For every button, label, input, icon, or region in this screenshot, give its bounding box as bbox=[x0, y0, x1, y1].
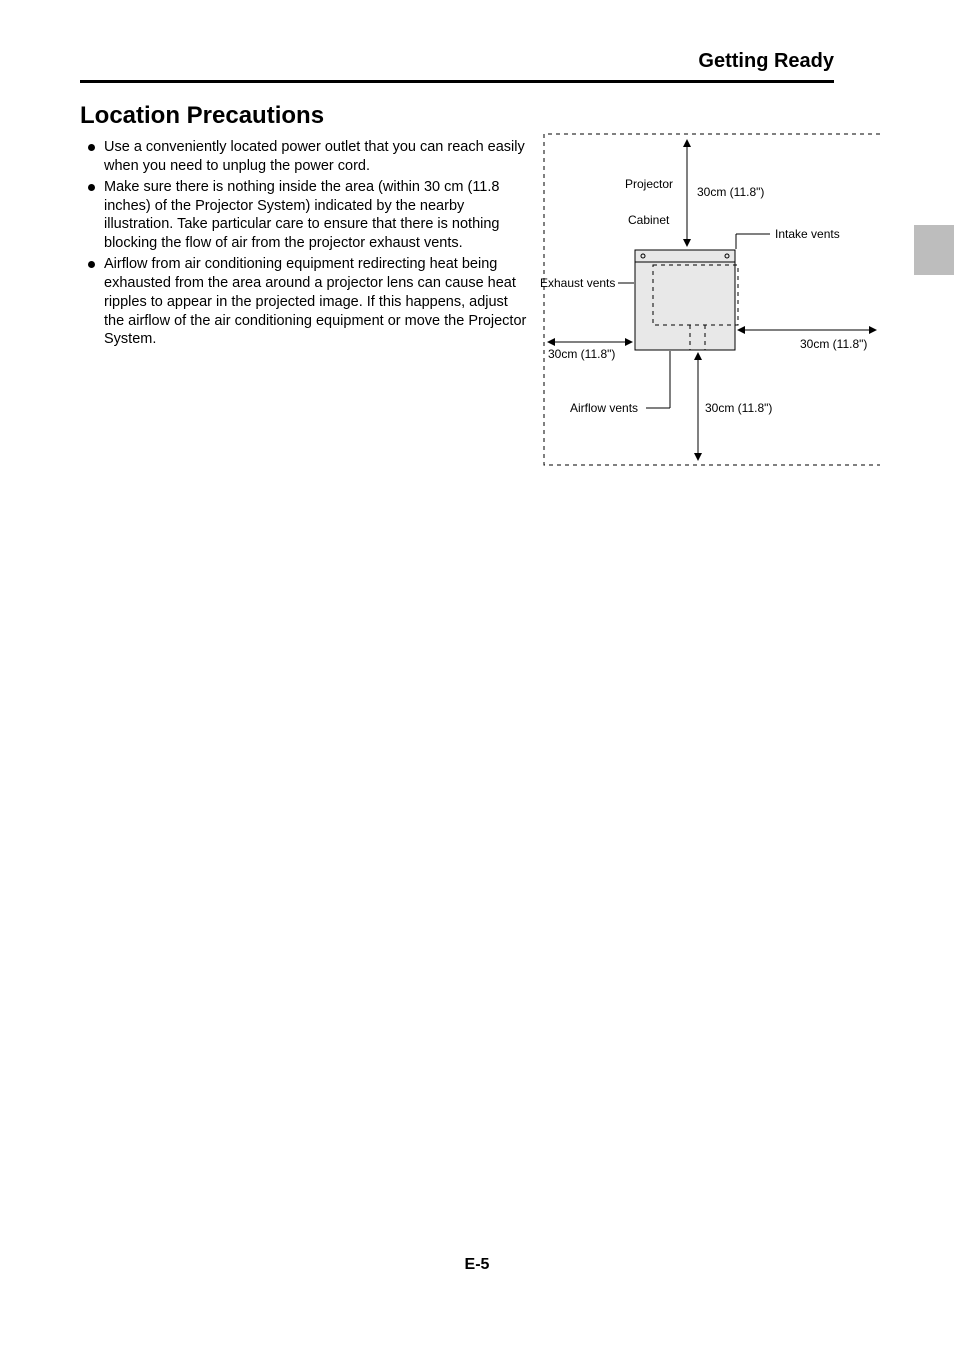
exhaust-vents-label: Exhaust vents bbox=[540, 276, 615, 290]
dist-top-label: 30cm (11.8") bbox=[697, 185, 764, 199]
intake-vents-label: Intake vents bbox=[775, 227, 840, 241]
header-title: Getting Ready bbox=[698, 50, 834, 73]
dist-bottom-label: 30cm (11.8") bbox=[705, 401, 772, 415]
bullet-list: Use a conveniently located power outlet … bbox=[88, 138, 528, 351]
list-item: Use a conveniently located power outlet … bbox=[88, 138, 528, 176]
clearance-diagram: Projector Cabinet 30cm (11.8") Intake ve… bbox=[540, 130, 880, 480]
cabinet-label: Cabinet bbox=[628, 213, 670, 227]
projector-label: Projector bbox=[625, 177, 673, 191]
thumb-tab bbox=[914, 225, 954, 275]
dist-right-label: 30cm (11.8") bbox=[800, 337, 867, 351]
dist-left-label: 30cm (11.8") bbox=[548, 347, 615, 361]
list-item: Airflow from air conditioning equipment … bbox=[88, 255, 528, 349]
page-number: E-5 bbox=[0, 1256, 954, 1274]
airflow-vents-label: Airflow vents bbox=[570, 401, 638, 415]
section-title: Location Precautions bbox=[80, 102, 324, 130]
header-rule bbox=[80, 80, 834, 83]
list-item: Make sure there is nothing inside the ar… bbox=[88, 178, 528, 253]
